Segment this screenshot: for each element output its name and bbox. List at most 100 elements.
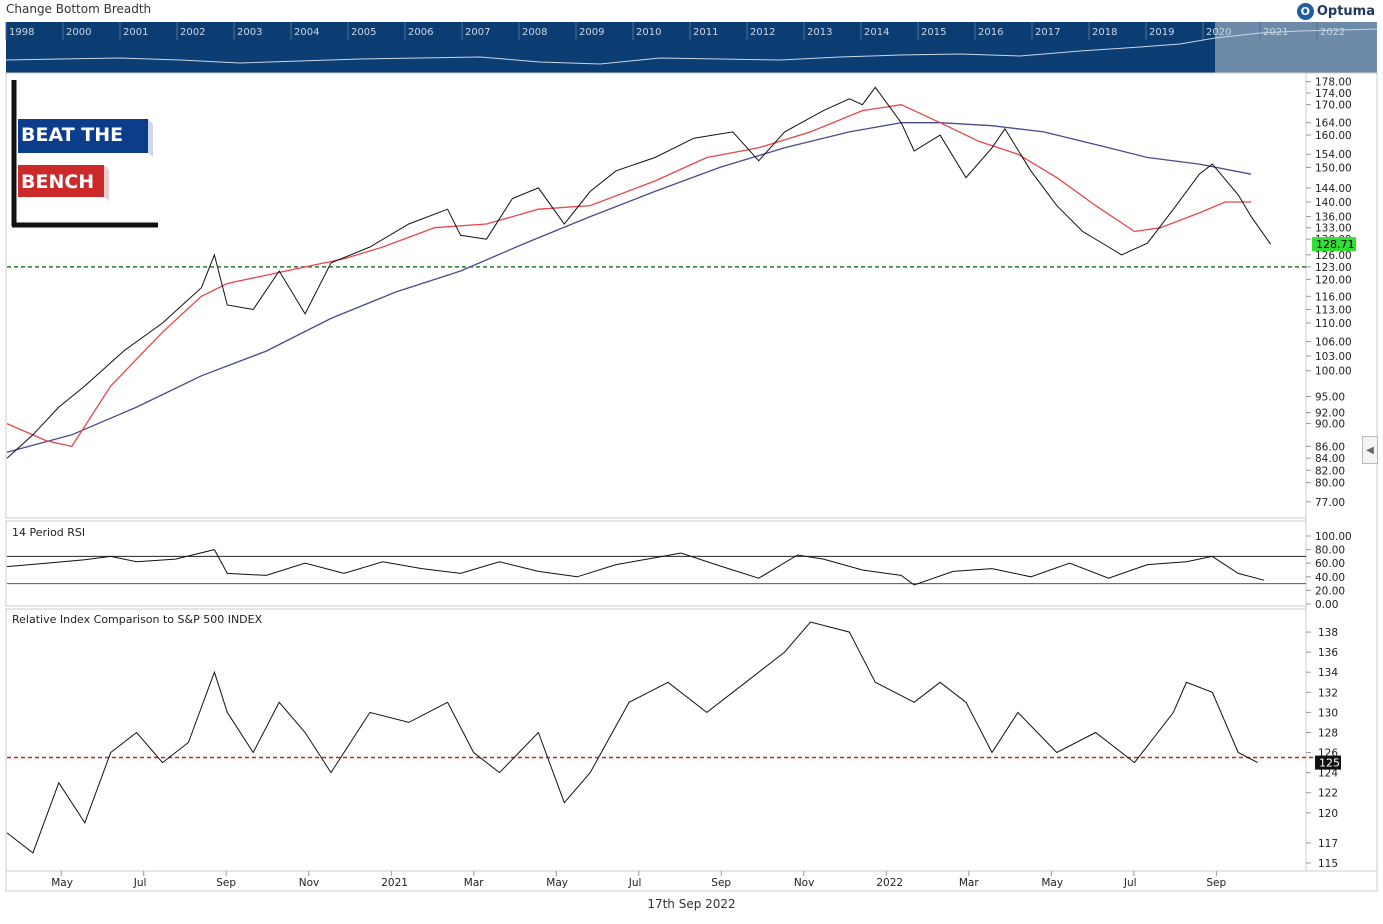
price-tick-label: 113.00	[1315, 304, 1352, 316]
x-tick-label: Nov	[299, 877, 320, 889]
relative-panel-title: Relative Index Comparison to S&P 500 IND…	[12, 613, 263, 626]
price-tick-label: 106.00	[1315, 337, 1352, 349]
price-tick-label: 86.00	[1315, 441, 1345, 453]
overview-year-label: 2020	[1206, 27, 1231, 38]
overview-year-label: 2006	[408, 27, 433, 38]
x-tick-label: May	[51, 877, 73, 889]
overview-year-label: 2001	[123, 27, 148, 38]
price-tick-label: 133.00	[1315, 223, 1352, 235]
overview-year-label: 2015	[921, 27, 946, 38]
overview-year-label: 2018	[1092, 27, 1117, 38]
rsi-tick-label: 100.00	[1315, 531, 1352, 543]
x-axis-frame	[5, 870, 1378, 892]
last-relative-label: 125	[1319, 757, 1340, 770]
price-panel	[5, 72, 1307, 519]
price-tick-label: 100.00	[1315, 366, 1352, 378]
overview-year-label: 2007	[465, 27, 490, 38]
overview-year-label: 2014	[864, 27, 889, 38]
price-tick-label: 95.00	[1315, 391, 1345, 403]
rsi-tick-label: 0.00	[1315, 599, 1338, 611]
overview-year-label: 2016	[978, 27, 1003, 38]
overview-line	[5, 28, 1378, 65]
badge-line-1: BEAT THE	[21, 124, 123, 146]
overview-year-label: 2009	[579, 27, 604, 38]
price-tick-label: 84.00	[1315, 453, 1345, 465]
x-tick-label: May	[1041, 877, 1063, 889]
relative-tick-label: 117	[1318, 838, 1338, 850]
relative-tick-label: 136	[1318, 647, 1338, 659]
overview-year-label: 2008	[522, 27, 547, 38]
price-tick-label: 126.00	[1315, 250, 1352, 262]
last-price-label: 128.71	[1316, 238, 1355, 251]
price-tick-label: 92.00	[1315, 408, 1345, 420]
relative-tick-label: 120	[1318, 808, 1338, 820]
x-tick-label: Sep	[1206, 877, 1226, 889]
price-tick-label: 123.00	[1315, 262, 1352, 274]
overview-year-label: 2022	[1320, 27, 1345, 38]
ma50-line	[6, 104, 1252, 448]
price-tick-label: 80.00	[1315, 478, 1345, 490]
rsi-panel-title: 14 Period RSI	[12, 526, 85, 539]
x-tick-label: Jul	[133, 877, 147, 889]
relative-tick-label: 115	[1318, 858, 1338, 870]
price-tick-label: 116.00	[1315, 291, 1352, 303]
overview-year-label: 2017	[1035, 27, 1060, 38]
optuma-logo-icon: O	[1296, 3, 1314, 20]
footer-date: 17th Sep 2022	[647, 897, 736, 911]
x-tick-label: Sep	[216, 877, 236, 889]
relative-tick-label: 132	[1318, 687, 1338, 699]
overview-selection[interactable]	[1215, 22, 1377, 73]
beat-the-bench-badge: BEAT THE BENCH	[11, 80, 158, 228]
relative-tick-label: 134	[1318, 667, 1338, 679]
x-tick-label: May	[546, 877, 568, 889]
overview-year-label: 2004	[294, 27, 319, 38]
overview-year-label: 2019	[1149, 27, 1174, 38]
price-tick-label: 103.00	[1315, 351, 1352, 363]
rsi-tick-label: 40.00	[1315, 572, 1345, 584]
rsi-tick-label: 20.00	[1315, 585, 1345, 597]
price-series	[6, 86, 1272, 459]
relative-series	[6, 621, 1258, 854]
logo-text: Optuma	[1316, 4, 1375, 19]
overview-year-label: 2000	[66, 27, 91, 38]
badge-line-2: BENCH	[21, 171, 94, 193]
overview-year-label: 1998	[9, 27, 34, 38]
overview-year-label: 2010	[636, 27, 661, 38]
overview-year-label: 2002	[180, 27, 205, 38]
x-tick-label: 2022	[876, 877, 903, 889]
price-tick-label: 90.00	[1315, 419, 1345, 431]
price-tick-label: 144.00	[1315, 183, 1352, 195]
overview-year-label: 2003	[237, 27, 262, 38]
rsi-tick-label: 60.00	[1315, 558, 1345, 570]
overview-year-label: 2012	[750, 27, 775, 38]
price-tick-label: 136.00	[1315, 212, 1352, 224]
rsi-panel	[5, 520, 1307, 607]
x-tick-label: Jul	[628, 877, 642, 889]
price-tick-label: 150.00	[1315, 162, 1352, 174]
relative-tick-label: 122	[1318, 788, 1338, 800]
overview-year-label: 2011	[693, 27, 718, 38]
rsi-tick-label: 80.00	[1315, 545, 1345, 557]
price-tick-label: 174.00	[1315, 88, 1352, 100]
price-tick-label: 154.00	[1315, 149, 1352, 161]
ma200-line	[6, 122, 1252, 453]
x-tick-label: Sep	[711, 877, 731, 889]
optuma-logo: O Optuma	[1296, 3, 1375, 20]
relative-panel	[5, 608, 1307, 872]
price-tick-label: 178.00	[1315, 77, 1352, 89]
price-tick-label: 110.00	[1315, 318, 1352, 330]
price-tick-label: 77.00	[1315, 497, 1345, 509]
relative-tick-label: 130	[1318, 707, 1338, 719]
panel-scroll-arrow-icon[interactable]: ◀	[1362, 436, 1378, 464]
last-price-tag: 128.71	[1312, 237, 1356, 252]
x-tick-label: 2021	[381, 877, 408, 889]
x-tick-label: Nov	[794, 877, 815, 889]
rsi-series	[6, 549, 1265, 586]
overview-year-label: 2005	[351, 27, 376, 38]
chart-title: Change Bottom Breadth	[6, 2, 152, 16]
price-tick-label: 82.00	[1315, 465, 1345, 477]
price-tick-label: 120.00	[1315, 274, 1352, 286]
relative-tick-label: 138	[1318, 627, 1338, 639]
price-tick-label: 160.00	[1315, 130, 1352, 142]
